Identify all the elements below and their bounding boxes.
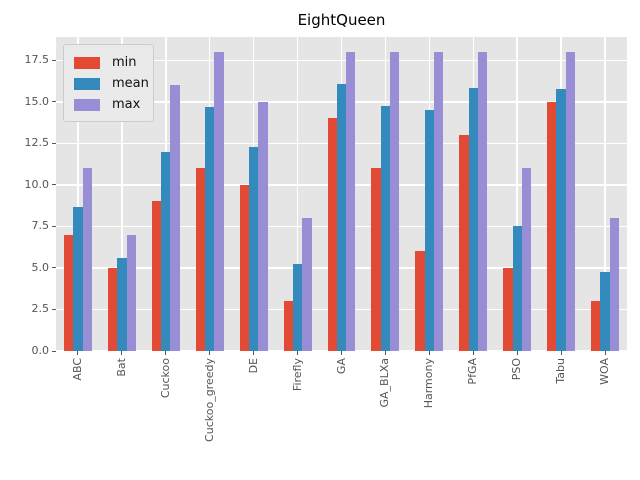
x-tick-mark: [165, 351, 167, 355]
legend-swatch-mean: [74, 77, 100, 90]
bar-max-Firefly: [302, 218, 312, 351]
bar-max-Cuckoo: [170, 85, 180, 351]
x-tick-mark: [384, 351, 386, 355]
y-tick-mark: [52, 101, 56, 103]
x-axis-tick-label: Tabu: [554, 358, 568, 384]
bar-min-Firefly: [283, 301, 293, 351]
bar-mean-DE: [248, 146, 259, 351]
x-axis-tick-label: PSO: [510, 358, 524, 381]
bar-mean-ABC: [73, 207, 83, 351]
bar-max-GA: [346, 51, 356, 351]
bar-max-ABC: [82, 168, 92, 351]
bar-max-PSO: [521, 168, 532, 351]
x-tick-mark: [516, 351, 518, 355]
bar-min-Harmony: [415, 251, 425, 351]
y-axis-tick-label: 12.5: [24, 136, 50, 150]
x-tick-mark: [428, 351, 430, 355]
bar-min-WOA: [591, 301, 601, 351]
x-tick-mark: [121, 351, 123, 355]
legend-label-max: max: [112, 97, 141, 112]
bar-min-Bat: [107, 267, 118, 351]
bar-max-GA_BLXa: [390, 51, 400, 351]
x-axis-tick-label: Cuckoo: [158, 358, 172, 399]
bar-mean-PfGA: [468, 87, 478, 351]
x-tick-mark: [297, 351, 299, 355]
bar-max-WOA: [609, 218, 620, 351]
bar-max-Cuckoo_greedy: [214, 51, 224, 351]
bar-mean-Cuckoo_greedy: [205, 106, 215, 351]
bar-min-GA: [327, 118, 337, 351]
bar-mean-PSO: [512, 226, 522, 351]
x-axis-tick-label: GA_BLXa: [378, 358, 392, 408]
x-tick-mark: [341, 351, 342, 355]
gridline-vertical: [604, 37, 606, 351]
y-axis-tick-label: 2.5: [31, 302, 50, 316]
chart-title: EightQueen: [297, 11, 386, 29]
bar-mean-WOA: [600, 272, 610, 351]
bar-mean-Harmony: [424, 110, 434, 351]
x-tick-mark: [604, 351, 606, 355]
bar-min-Cuckoo: [151, 201, 162, 351]
bar-min-Cuckoo_greedy: [195, 168, 206, 351]
x-tick-mark: [472, 351, 474, 355]
x-axis-tick-label: Cuckoo_greedy: [202, 358, 216, 442]
bar-min-Tabu: [547, 101, 557, 351]
y-tick-mark: [52, 142, 56, 144]
y-axis-tick-label: 10.0: [24, 177, 50, 191]
gridline-vertical: [516, 37, 518, 351]
y-tick-mark: [52, 184, 56, 186]
bar-mean-GA: [336, 83, 347, 351]
bar-min-PSO: [503, 267, 513, 351]
bar-mean-Cuckoo: [161, 151, 171, 351]
y-tick-mark: [52, 350, 56, 352]
y-axis-tick-label: 15.0: [24, 94, 50, 108]
bar-max-DE: [258, 101, 268, 351]
x-axis-tick-label: GA: [334, 358, 348, 375]
legend-item-min: min: [64, 52, 153, 73]
x-tick-mark: [77, 351, 79, 355]
bar-min-ABC: [63, 234, 74, 351]
gridline-vertical: [121, 37, 123, 351]
x-axis-tick-label: ABC: [70, 358, 84, 381]
bar-mean-GA_BLXa: [380, 105, 391, 351]
x-tick-mark: [253, 351, 255, 355]
bar-max-Tabu: [565, 51, 576, 351]
legend-label-mean: mean: [112, 76, 149, 91]
y-tick-mark: [52, 225, 56, 227]
legend-swatch-max: [74, 98, 100, 111]
x-tick-mark: [560, 351, 562, 355]
bar-mean-Tabu: [556, 88, 566, 351]
y-axis-tick-label: 5.0: [31, 260, 50, 274]
gridline-vertical: [77, 37, 79, 351]
bar-max-Harmony: [434, 51, 444, 351]
bar-min-DE: [239, 184, 249, 351]
legend: min mean max: [63, 44, 154, 122]
x-axis-tick-label: Bat: [114, 358, 128, 377]
legend-item-mean: mean: [64, 73, 153, 94]
bar-max-PfGA: [477, 51, 488, 351]
y-tick-mark: [52, 308, 56, 310]
bar-mean-Firefly: [292, 263, 303, 351]
y-axis-tick-label: 0.0: [31, 344, 50, 357]
gridline-vertical: [296, 37, 299, 351]
x-axis-tick-label: Harmony: [422, 358, 436, 409]
bar-mean-Bat: [117, 257, 127, 351]
y-tick-mark: [52, 59, 56, 61]
y-axis-tick-label: 17.5: [24, 53, 50, 67]
x-axis-tick-label: WOA: [598, 358, 612, 385]
bar-min-GA_BLXa: [371, 168, 381, 351]
plot-area: [56, 37, 627, 352]
legend-label-min: min: [112, 55, 137, 70]
legend-swatch-min: [74, 56, 100, 69]
y-tick-mark: [52, 267, 56, 269]
legend-item-max: max: [64, 94, 153, 115]
y-axis-tick-label: 7.5: [31, 219, 50, 233]
x-tick-mark: [209, 351, 211, 355]
bar-min-PfGA: [459, 135, 469, 351]
x-axis-tick-label: Firefly: [290, 358, 304, 392]
bar-max-Bat: [126, 234, 136, 351]
x-axis-tick-label: PfGA: [466, 358, 480, 385]
x-axis-tick-label: DE: [246, 358, 260, 374]
